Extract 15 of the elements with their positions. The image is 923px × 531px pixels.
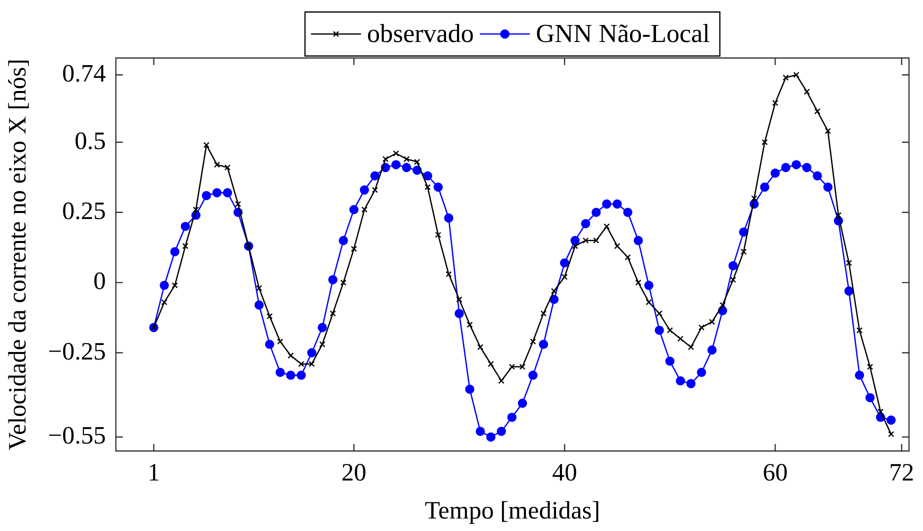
y-tick-label: −0.55 — [48, 422, 106, 450]
x-tick-label: 40 — [552, 460, 578, 487]
y-axis-title: Velocidade da corrente no eixo X [nós] — [4, 58, 32, 450]
legend-label: observado — [367, 18, 474, 48]
legend-label: GNN Não-Local — [536, 18, 710, 48]
y-tick-label: 0.25 — [62, 198, 106, 225]
x-axis-title: Tempo [medidas] — [424, 498, 600, 525]
y-tick-label: 0.74 — [62, 60, 106, 88]
x-tick-label: 1 — [148, 460, 160, 487]
y-tick-label: 0.5 — [74, 128, 106, 155]
x-tick-label: 72 — [889, 460, 914, 487]
x-tick-label: 20 — [341, 460, 366, 487]
x-tick-label: 60 — [762, 460, 788, 487]
y-tick-label: 0 — [93, 268, 106, 296]
y-tick-label: −0.25 — [48, 338, 106, 366]
